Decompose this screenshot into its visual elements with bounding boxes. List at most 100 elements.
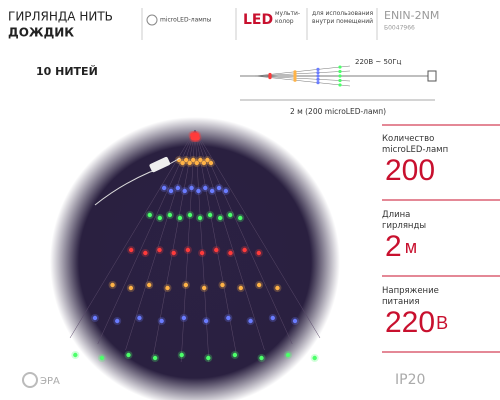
- led-glow: [198, 249, 207, 257]
- led-glow: [124, 351, 133, 359]
- plug: [427, 70, 437, 82]
- led: [187, 212, 193, 218]
- led: [180, 160, 185, 166]
- led: [214, 247, 219, 253]
- led: [191, 157, 196, 163]
- scheme-led: [268, 75, 272, 80]
- led-glow: [236, 284, 245, 292]
- led: [275, 285, 280, 291]
- led-glow: [167, 187, 176, 195]
- lamp-type: microLED-лампы: [160, 17, 212, 24]
- led: [126, 352, 131, 358]
- led-glow: [240, 246, 249, 254]
- led: [165, 285, 170, 291]
- led-glow: [151, 354, 160, 362]
- scheme-led: [338, 83, 342, 87]
- led: [128, 247, 134, 253]
- scheme-led: [316, 77, 320, 81]
- led-glow: [224, 314, 233, 322]
- controller: [149, 156, 171, 173]
- led: [201, 160, 207, 166]
- led-glow: [187, 184, 196, 192]
- led-glow: [155, 246, 164, 254]
- led: [242, 247, 247, 253]
- led: [203, 185, 208, 191]
- title: ДОЖДИК: [8, 26, 74, 40]
- led-glow: [214, 184, 223, 192]
- strands: 10 НИТЕЙ: [36, 65, 98, 78]
- led-glow: [141, 249, 150, 257]
- led: [143, 250, 148, 256]
- strand: [194, 129, 293, 345]
- led: [238, 215, 243, 221]
- led-glow: [212, 246, 221, 254]
- led: [195, 135, 200, 141]
- length: 2 м (200 microLED-ламп): [290, 107, 386, 116]
- led: [207, 212, 213, 218]
- scheme-led: [316, 71, 320, 75]
- led-glow: [206, 211, 215, 219]
- led: [223, 188, 229, 194]
- led-glow: [181, 281, 190, 289]
- led: [157, 247, 162, 253]
- strand: [194, 129, 321, 339]
- led: [220, 282, 225, 288]
- led-glow: [185, 211, 194, 219]
- led-glow: [126, 284, 135, 292]
- led: [203, 318, 209, 324]
- led: [238, 285, 244, 291]
- led-glow: [91, 314, 99, 322]
- led-glow: [268, 314, 277, 322]
- led-glow: [201, 184, 210, 192]
- led: [256, 250, 262, 256]
- led: [196, 188, 201, 194]
- power: 220В ~ 50Гц: [355, 58, 402, 66]
- strand: [194, 129, 210, 363]
- led-glow: [180, 187, 189, 195]
- led: [217, 215, 223, 221]
- led-glow: [97, 354, 106, 362]
- led-glow: [157, 317, 166, 325]
- strand: [180, 129, 196, 363]
- strand: [125, 129, 196, 351]
- article: Б0047966: [384, 25, 415, 32]
- led-glow: [71, 351, 80, 359]
- led: [168, 188, 174, 194]
- led-glow: [226, 211, 235, 219]
- led-glow: [193, 134, 202, 142]
- led-glow: [221, 187, 230, 195]
- title: ГИРЛЯНДА НИТЬ: [8, 10, 113, 24]
- spec-value: 200: [385, 154, 435, 187]
- led-glow: [196, 214, 205, 222]
- led: [171, 250, 176, 256]
- led-glow: [160, 184, 169, 192]
- led: [248, 318, 253, 324]
- led-glow: [206, 159, 215, 167]
- led-glow: [175, 214, 184, 222]
- led-glow: [226, 249, 235, 257]
- led: [159, 318, 164, 324]
- led: [208, 160, 214, 166]
- led: [205, 157, 210, 163]
- spec-label: Напряжение питания: [382, 286, 439, 307]
- strand: [97, 129, 196, 345]
- led-glow: [179, 314, 188, 322]
- led: [259, 355, 264, 361]
- usage: для использования внутри помещений: [312, 10, 374, 25]
- scheme-led: [293, 78, 297, 82]
- scheme-led: [338, 74, 342, 78]
- strand: [194, 129, 265, 351]
- led: [181, 315, 187, 321]
- spec-label: Количество microLED-ламп: [382, 134, 448, 155]
- spec-label: Длина гирлянды: [382, 210, 426, 231]
- led: [189, 185, 194, 191]
- led-glow: [257, 354, 266, 362]
- led: [161, 185, 167, 191]
- led: [312, 355, 317, 361]
- strand: [69, 129, 196, 339]
- led-glow: [194, 187, 203, 195]
- scheme-led: [316, 67, 320, 71]
- model: ENIN-2NM: [384, 9, 439, 22]
- led: [167, 212, 173, 218]
